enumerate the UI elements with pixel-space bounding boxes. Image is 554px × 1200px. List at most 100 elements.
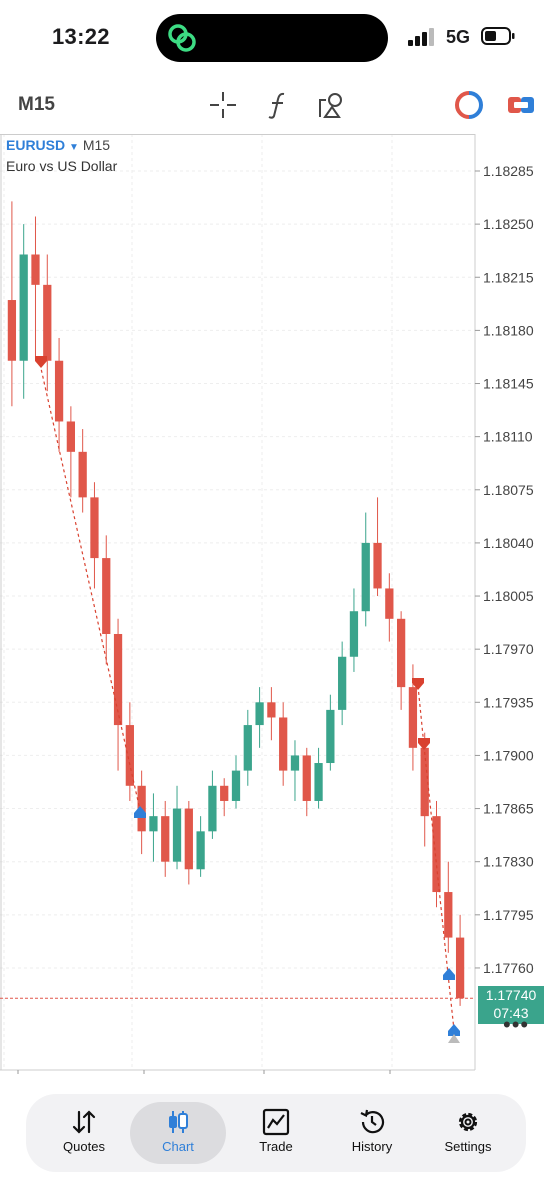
candle	[420, 732, 429, 847]
crosshair-icon[interactable]	[208, 90, 238, 120]
current-price-label: 1.17740 07:43	[478, 986, 544, 1024]
symbol-dropdown-icon[interactable]: ▼	[69, 142, 79, 153]
candle	[361, 512, 370, 627]
candle	[149, 793, 158, 862]
status-time: 13:22	[52, 24, 110, 49]
price-axis-label: 1.17830	[483, 854, 534, 870]
price-axis-label: 1.18040	[483, 535, 534, 551]
price-axis-label: 1.18215	[483, 269, 534, 285]
trade-connection-line	[447, 973, 455, 1031]
candle	[302, 747, 311, 817]
trade-connection-line	[39, 363, 141, 811]
sell-arrow-icon[interactable]	[418, 738, 430, 750]
candle	[338, 641, 347, 726]
candle	[78, 429, 87, 513]
symbol-name[interactable]: EURUSD	[6, 137, 66, 153]
sell-arrow-icon[interactable]	[35, 356, 47, 368]
history-icon	[360, 1109, 385, 1134]
candle	[66, 406, 75, 498]
trade-connection-line	[423, 745, 449, 975]
price-axis-label: 1.17795	[483, 907, 534, 923]
sell-arrow-icon[interactable]	[412, 678, 424, 690]
candle	[90, 482, 99, 589]
candle	[290, 740, 300, 801]
price-axis-label: 1.18110	[483, 429, 533, 445]
nav-label: History	[351, 1139, 393, 1154]
price-chart[interactable]: 1.18285 1.18250 1.18215 1.18180 1.18145 1.181…	[0, 134, 554, 1074]
chart-icon	[169, 1111, 188, 1133]
candle	[196, 816, 205, 877]
chart-shift-marker[interactable]	[448, 1034, 460, 1043]
settings-icon	[458, 1112, 478, 1132]
candle	[161, 800, 170, 877]
candle	[255, 687, 264, 748]
candle	[31, 216, 40, 361]
more-options-icon[interactable]: •••	[503, 1012, 530, 1037]
candle	[243, 709, 252, 786]
trade-icon	[262, 1108, 290, 1136]
price-axis-label: 1.18145	[483, 376, 534, 392]
indicators-icon[interactable]	[264, 90, 294, 120]
price-axis-label: 1.17865	[483, 801, 534, 817]
price-axis-label: 1.17760	[483, 960, 534, 976]
candle	[19, 224, 28, 399]
trade-connection-line	[417, 685, 425, 747]
candle	[54, 337, 64, 452]
trade-circle-icon[interactable]	[454, 90, 484, 120]
candle	[43, 254, 52, 392]
chart-symbol[interactable]: EURUSD ▼ M15	[6, 137, 110, 153]
candle	[267, 687, 276, 741]
chart-grid	[0, 134, 475, 1070]
current-price: 1.17740	[485, 987, 537, 1003]
candle	[208, 770, 217, 839]
nav-label: Settings	[444, 1139, 492, 1154]
timeframe-button[interactable]: M15	[18, 94, 55, 115]
buy-arrow-icon[interactable]	[448, 1024, 460, 1036]
candle	[279, 702, 288, 786]
price-axis-label: 1.18005	[483, 588, 534, 604]
candle	[397, 611, 406, 710]
price-axis-label: 1.17970	[483, 641, 534, 657]
candle	[231, 755, 241, 809]
price-axis-label: 1.18250	[483, 216, 534, 232]
candle	[7, 201, 17, 407]
candle	[385, 573, 394, 642]
price-axis-label: 1.18285	[483, 163, 534, 179]
quotes-icon	[72, 1110, 96, 1134]
buy-arrow-icon[interactable]	[443, 968, 455, 980]
nav-trade[interactable]: Trade	[228, 1102, 324, 1164]
candle	[125, 702, 134, 801]
candle	[444, 861, 453, 953]
bottom-nav: Quotes Chart Trade History	[26, 1094, 526, 1172]
candle	[455, 914, 465, 1006]
objects-icon[interactable]	[316, 90, 346, 120]
price-axis-label: 1.17900	[483, 747, 534, 763]
candle	[102, 535, 111, 665]
candle	[373, 497, 382, 597]
nav-chart[interactable]: Chart	[130, 1102, 226, 1164]
candle	[349, 588, 359, 672]
nav-label: Chart	[162, 1139, 194, 1154]
battery-icon	[481, 27, 515, 45]
price-axis-label: 1.18180	[483, 322, 534, 338]
candle	[326, 694, 335, 771]
candle	[432, 800, 441, 908]
network-type: 5G	[446, 27, 471, 47]
nav-label: Quotes	[63, 1139, 105, 1154]
symbol-description: Euro vs US Dollar	[6, 158, 118, 174]
candle	[172, 785, 182, 870]
candle	[113, 618, 123, 771]
nav-history[interactable]: History	[324, 1102, 420, 1164]
candle	[184, 800, 193, 885]
nav-quotes[interactable]: Quotes	[36, 1102, 132, 1164]
symbol-timeframe: M15	[82, 137, 111, 153]
nav-label: Trade	[259, 1139, 293, 1154]
one-click-trade-icon[interactable]	[506, 90, 536, 120]
buy-arrow-icon[interactable]	[134, 806, 146, 818]
price-axis-label: 1.18075	[483, 482, 534, 498]
price-axis-label: 1.17935	[483, 694, 534, 710]
signal-icon	[408, 28, 434, 46]
nav-settings[interactable]: Settings	[420, 1102, 516, 1164]
bar-countdown: 07:43	[493, 1005, 529, 1021]
link-circles-icon	[168, 24, 196, 52]
